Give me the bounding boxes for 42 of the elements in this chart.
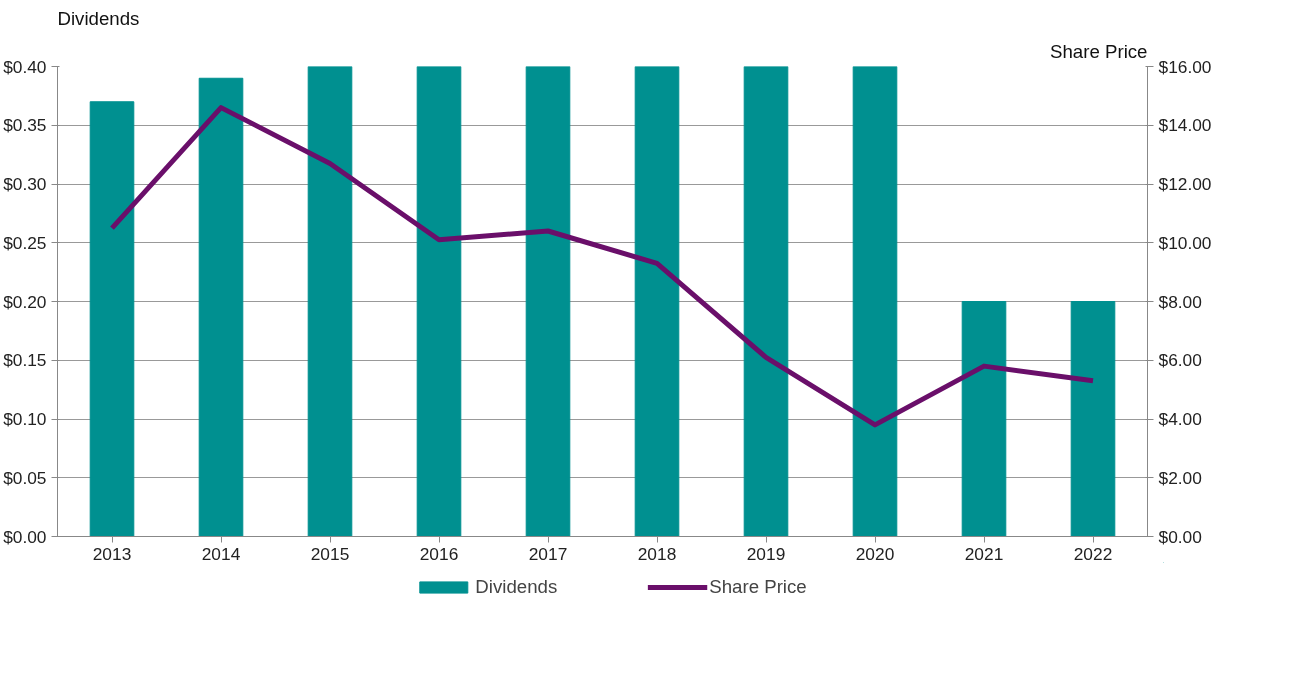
y-axis-title: Dividends: [57, 7, 140, 29]
bar: [525, 66, 571, 537]
bar: [416, 66, 462, 537]
bar: [961, 301, 1007, 537]
y-tick-label: $0.30: [3, 174, 47, 194]
y-tick-label: $0.20: [3, 291, 47, 312]
y2-tick-label: $0.00: [1158, 526, 1202, 547]
y2-tick-label: $4.00: [1158, 409, 1202, 429]
y-tick-label: $0.35: [3, 115, 47, 136]
x-tick-label: 2015: [310, 543, 350, 564]
bar: [89, 101, 135, 537]
x-tick-label: 2020: [855, 543, 895, 564]
y2-tick-label: $10.00: [1158, 232, 1212, 253]
x-tick-label: 2017: [528, 543, 568, 564]
x-tick-label: 2013: [92, 543, 132, 564]
y2-tick-label: $16.00: [1158, 56, 1212, 77]
y-tick-label: $0.00: [3, 526, 47, 547]
y-tick-label: $0.40: [3, 56, 47, 77]
x-tick-label: 2022: [1073, 543, 1113, 564]
bar: [743, 66, 789, 537]
y2-tick-label: $14.00: [1158, 115, 1212, 136]
y-tick-label: $0.25: [3, 232, 47, 253]
bar: [198, 77, 244, 537]
x-tick-label: 2021: [964, 543, 1004, 564]
y2-axis-title: Share Price: [1050, 40, 1148, 62]
y2-tick-label: $12.00: [1158, 174, 1212, 194]
y-tick-label: $0.15: [3, 350, 47, 371]
y2-tick-label: $6.00: [1158, 350, 1202, 371]
x-tick-label: 2018: [637, 543, 677, 564]
y2-tick-label: $2.00: [1158, 467, 1202, 488]
y-tick-label: $0.10: [3, 409, 47, 429]
bar: [1070, 301, 1116, 537]
bar: [852, 66, 898, 537]
legend-label: Share Price: [709, 576, 807, 598]
x-tick-label: 2014: [201, 543, 241, 564]
y2-tick-label: $8.00: [1158, 291, 1202, 312]
legend-label: Dividends: [475, 576, 558, 598]
x-tick-label: 2016: [419, 543, 459, 564]
bar: [634, 66, 680, 537]
x-tick-label: 2019: [746, 543, 786, 564]
bar: [307, 66, 353, 537]
y-tick-label: $0.05: [3, 467, 47, 488]
